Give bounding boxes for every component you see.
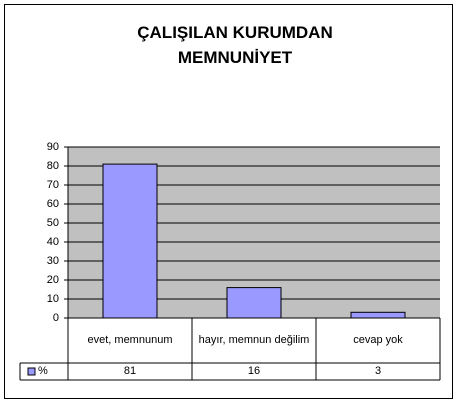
y-tick-label: 10 [47,293,59,305]
bar [350,311,406,319]
table-value: 3 [374,365,382,377]
x-category-label: hayır, memnun değilim [198,334,310,346]
x-category-label: cevap yok [353,334,403,346]
y-tick-label: 70 [47,179,59,191]
bar [226,287,282,319]
legend-swatch [27,367,36,376]
legend-label: % [38,365,48,377]
y-tick-label: 90 [47,141,59,153]
y-tick-label: 80 [47,160,59,172]
y-tick-label: 40 [47,236,59,248]
table-value: 81 [123,365,137,377]
y-tick-label: 0 [53,312,59,324]
bar [102,163,158,319]
y-tick-label: 20 [47,274,59,286]
y-tick-label: 60 [47,198,59,210]
table-value: 16 [247,365,261,377]
chart-title: ÇALIŞILAN KURUMDAN MEMNUNİYET [137,23,333,67]
y-tick-label: 50 [47,217,59,229]
x-category-label: evet, memnunum [87,334,173,346]
y-tick-label: 30 [47,255,59,267]
